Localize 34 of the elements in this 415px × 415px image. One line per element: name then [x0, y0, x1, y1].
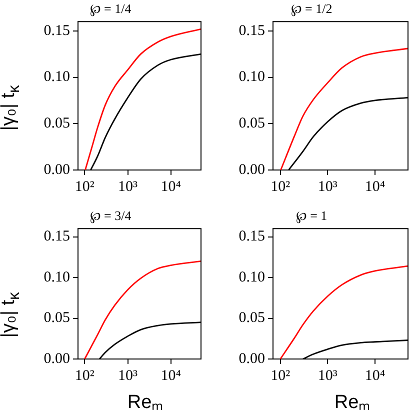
y-tick-label: 0.15 — [238, 22, 265, 39]
y-tick-label: 0.15 — [44, 22, 70, 39]
y-tick-label: 0.15 — [44, 228, 70, 245]
x-tick-label: 10⁴ — [160, 178, 181, 195]
y-tick-label: 0.10 — [238, 69, 265, 86]
x-axis-title: Reₘ — [333, 391, 372, 414]
x-tick-label: 10³ — [318, 178, 338, 195]
x-tick-label: 10² — [74, 178, 95, 195]
chart-title: ℘ = 1 — [296, 208, 328, 224]
y-tick-label: 0.05 — [44, 116, 70, 132]
y-tick-label: 0.10 — [44, 269, 70, 286]
x-tick-label: 10⁴ — [160, 368, 181, 384]
chart-title: ℘ = 1/4 — [90, 1, 132, 18]
x-tick-label: 10⁴ — [364, 368, 386, 384]
x-tick-label: 10² — [270, 178, 291, 195]
y-tick-label: 0.10 — [44, 69, 70, 86]
chart-title: ℘ = 3/4 — [90, 208, 132, 224]
y-tick-label: 0.10 — [238, 269, 265, 286]
y-tick-label: 0.05 — [238, 310, 265, 326]
y-tick-label: 0.00 — [44, 162, 70, 178]
y-tick-label: 0.00 — [238, 350, 265, 367]
x-tick-label: 10³ — [318, 368, 338, 384]
x-tick-label: 10² — [74, 368, 95, 384]
x-tick-label: 10³ — [118, 368, 138, 384]
x-tick-label: 10³ — [118, 178, 138, 195]
x-axis-title: Reₘ — [126, 391, 165, 414]
y-tick-label: 0.05 — [238, 116, 265, 132]
y-tick-label: 0.00 — [44, 350, 70, 367]
y-tick-label: 0.05 — [44, 310, 70, 326]
x-tick-label: 10² — [270, 368, 291, 384]
chart-title: ℘ = 1/2 — [290, 1, 332, 18]
y-tick-label: 0.15 — [238, 228, 265, 245]
y-tick-label: 0.00 — [238, 162, 265, 178]
x-tick-label: 10⁴ — [364, 178, 386, 195]
